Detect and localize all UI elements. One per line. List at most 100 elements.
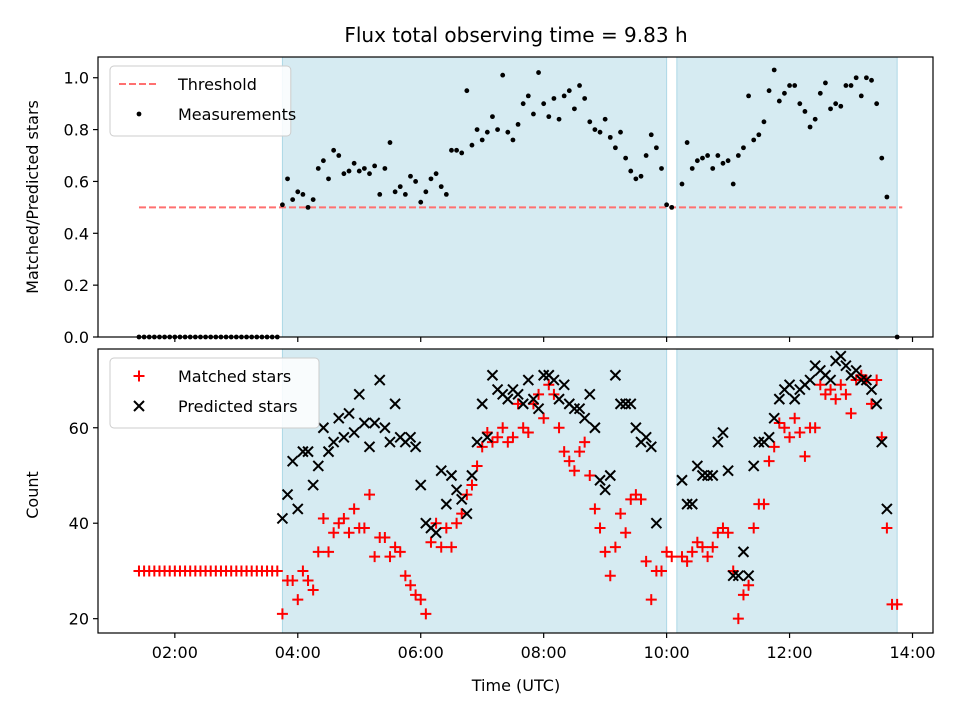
legend-measurement-marker [136,111,142,117]
matched-star-point [456,508,468,520]
matched-star-point [574,446,586,458]
predicted-star-point [804,374,816,386]
top-y-tick-label: 0.4 [64,224,89,243]
matched-star-point [502,436,514,448]
predicted-star-point [732,570,745,582]
matched-star-point [681,555,693,567]
measurement-point [751,137,757,143]
measurement-point [612,145,618,151]
predicted-star-point [773,393,786,405]
matched-star-point [410,589,422,601]
legend-label: Measurements [178,105,296,124]
predicted-star-point [317,422,330,434]
measurement-point [833,101,839,107]
measurement-point [397,184,403,190]
predicted-star-point [676,474,688,486]
predicted-star-point [312,460,324,472]
matched-star-point [620,527,632,539]
measurement-point [572,106,577,112]
measurement-point [408,173,413,179]
measurement-point [669,204,675,210]
predicted-star-point [742,570,755,582]
measurement-point [382,166,388,171]
predicted-star-point [850,364,862,377]
matched-star-point [814,379,826,391]
measurement-point [341,171,347,177]
measurement-point [561,93,567,99]
matched-star-point [558,446,570,458]
measurement-point [525,93,531,99]
measurement-point [664,202,670,208]
predicted-star-point [578,412,591,424]
matched-star-point [451,517,463,529]
bottom-panel: 20 40 60 02:00 04:00 06:00 08:00 10:00 12:00 14:0… [69,348,936,662]
measurement-point [495,127,500,132]
predicted-star-point [358,417,371,429]
measurement-point [464,88,470,94]
predicted-star-point [435,465,447,477]
measurement-point [828,106,833,112]
predicted-star-point [450,484,463,496]
measurement-point [735,153,741,158]
matched-star-point [307,584,319,596]
measurement-point [618,129,623,135]
legend-label: Matched stars [178,367,291,386]
matched-star-point [686,546,698,558]
matched-star-point [830,393,842,405]
measurement-point [438,184,444,190]
predicted-star-point [722,465,734,477]
matched-star-point [737,589,749,601]
measurement-point [280,202,285,208]
predicted-star-point [461,507,473,520]
legend-matched-marker [133,370,145,382]
top-legend: Threshold Measurements [109,65,296,137]
predicted-star-point [737,546,750,558]
matched-star-point [599,546,611,558]
matched-star-point [778,422,790,434]
matched-star-point [466,479,478,491]
measurement-point [756,132,762,138]
predicted-star-point [368,417,381,429]
matched-star-point [794,427,806,439]
matched-star-point [553,422,565,434]
top-observing-interval [281,56,668,338]
matched-star-point [845,407,857,419]
predicted-star-point [286,455,299,467]
legend-label: Threshold [177,75,257,94]
measurement-point [418,199,424,205]
predicted-star-point [374,374,386,386]
matched-star-point [645,594,657,606]
predicted-star-point [502,393,514,405]
matched-star-point [871,374,883,386]
matched-star-point [323,546,335,558]
measurement-point [797,101,803,107]
measurement-point [372,163,378,169]
matched-star-point [819,388,831,400]
measurement-point [684,140,690,145]
matched-star-point [276,608,288,620]
matched-star-point [302,574,314,586]
top-y-tick-label: 0.6 [64,172,89,191]
matched-star-point [512,398,524,410]
predicted-star-point [619,398,632,410]
matched-star-point [445,541,457,553]
predicted-star-point [625,398,637,410]
bottom-observing-interval [676,348,898,634]
x-tick-label: 06:00 [398,643,444,662]
predicted-star-point [379,422,391,434]
matched-star-point [661,546,673,558]
measurement-point [633,176,639,182]
x-tick-label: 14:00 [889,643,935,662]
measurement-point [582,96,588,101]
top-observing-interval [676,56,898,338]
predicted-star-point [384,436,396,448]
predicted-star-point [292,503,304,515]
predicted-star-point [532,402,545,415]
measurement-point [858,93,864,99]
matched-star-point [343,527,355,539]
predicted-star-point [456,493,468,506]
predicted-star-point [594,474,606,486]
predicted-star-point [415,479,427,491]
predicted-star-point [584,388,596,401]
measurement-point [392,189,398,195]
